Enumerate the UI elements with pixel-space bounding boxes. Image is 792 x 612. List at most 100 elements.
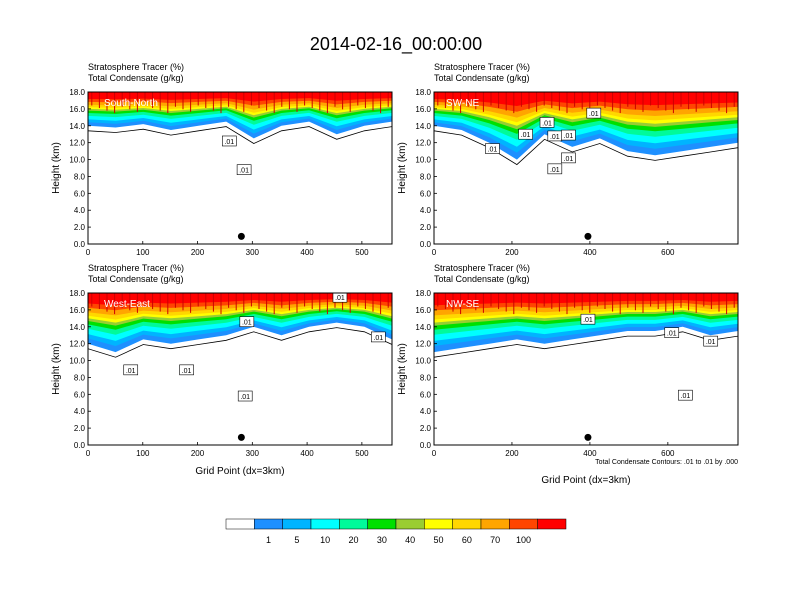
- x-tick-label: 200: [505, 248, 519, 257]
- panel-label: South-North: [104, 98, 158, 109]
- contour-value-box: [678, 389, 693, 401]
- colorbar-swatch: [395, 518, 425, 530]
- field-label: Stratosphere Tracer (%): [88, 263, 184, 273]
- y-tick-label: 14.0: [415, 122, 431, 131]
- contour-value-box: [518, 128, 533, 140]
- y-tick-label: 12.0: [69, 139, 85, 148]
- y-tick-label: 2.0: [74, 424, 86, 433]
- contour-value-box: [547, 163, 563, 175]
- x-ticks: 0 200 400 600: [432, 442, 675, 458]
- contour-label: Total Condensate (g/kg): [434, 73, 530, 83]
- panel-west-east-plot: .01 .01 .01 .01 .01 .01: [88, 293, 392, 445]
- contour-value-box: [539, 117, 555, 128]
- colorbar-level-label: 1: [266, 535, 271, 545]
- contour-value-box: [123, 364, 139, 376]
- panel-sw-ne: Stratosphere Tracer (%) Total Condensate…: [397, 62, 739, 257]
- contour-value-label: .01: [564, 156, 574, 163]
- colorbar-swatch: [254, 518, 283, 530]
- y-tick-label: 18.0: [415, 88, 431, 97]
- x-tick-label: 600: [661, 248, 675, 257]
- tracer-band: [88, 293, 392, 306]
- x-tick-label: 100: [136, 248, 150, 257]
- colorbar-level-label: 5: [294, 535, 299, 545]
- contour-value-box: [586, 107, 602, 119]
- x-tick-label: 0: [432, 248, 437, 257]
- x-tick-label: 0: [86, 248, 91, 257]
- y-tick-label: 16.0: [415, 105, 431, 114]
- colorbar-swatch: [310, 518, 340, 530]
- y-tick-label: 10.0: [415, 156, 431, 165]
- contour-value-label: .01: [681, 393, 691, 400]
- x-tick-label: 300: [246, 248, 260, 257]
- contour-value-box: [703, 335, 719, 347]
- contour-value-label: .01: [224, 139, 234, 146]
- condensate-contour: [88, 327, 392, 358]
- y-tick-label: 4.0: [420, 407, 432, 416]
- contour-value-box: [664, 327, 680, 338]
- contour-value-box: [485, 143, 500, 154]
- y-tick-label: 12.0: [415, 340, 431, 349]
- y-tick-label: 6.0: [74, 390, 86, 399]
- y-tick-label: 16.0: [415, 306, 431, 315]
- y-tick-label: 0.0: [74, 240, 86, 249]
- x-tick-label: 400: [300, 248, 314, 257]
- y-ticks: 0.0 2.0 4.0 6.0 8.0 10.0 12.0 14.0 16.0 18.0: [415, 88, 437, 249]
- field-label: Stratosphere Tracer (%): [434, 263, 530, 273]
- site-marker: [584, 232, 592, 240]
- y-axis-label: Height (km): [51, 142, 62, 194]
- y-axis-label: Height (km): [51, 343, 62, 395]
- colorbar-swatch: [537, 518, 567, 530]
- contour-value-label: .01: [126, 368, 136, 375]
- y-tick-label: 6.0: [420, 189, 432, 198]
- colorbar-swatch: [424, 518, 453, 530]
- x-tick-label: 500: [355, 248, 369, 257]
- x-tick-label: 0: [86, 449, 91, 458]
- tracer-band: [434, 92, 738, 106]
- y-tick-label: 6.0: [74, 189, 86, 198]
- contour-value-label: .01: [583, 317, 593, 324]
- y-ticks: 0.0 2.0 4.0 6.0 8.0 10.0 12.0 14.0 16.0 18.0: [69, 289, 91, 450]
- y-tick-label: 6.0: [420, 390, 432, 399]
- contour-value-label: .01: [550, 134, 560, 141]
- y-tick-label: 0.0: [420, 240, 432, 249]
- y-tick-label: 8.0: [74, 373, 86, 382]
- contour-value-label: .01: [706, 339, 716, 346]
- contour-value-label: .01: [242, 320, 252, 327]
- x-tick-label: 400: [583, 248, 597, 257]
- contour-label: Total Condensate (g/kg): [88, 73, 184, 83]
- panel-south-north: Stratosphere Tracer (%) Total Condensate…: [51, 62, 393, 257]
- colorbar-level-label: 50: [433, 535, 443, 545]
- colorbar-swatch: [367, 518, 397, 530]
- condensate-contour: [434, 331, 738, 358]
- y-tick-label: 8.0: [420, 172, 432, 181]
- y-tick-label: 2.0: [74, 223, 86, 232]
- contour-value-box: [222, 135, 237, 147]
- panel-label: NW-SE: [446, 299, 479, 310]
- field-label: Stratosphere Tracer (%): [434, 62, 530, 72]
- x-tick-label: 400: [583, 449, 597, 458]
- contour-value-label: .01: [488, 147, 498, 154]
- y-axis-label: Height (km): [397, 343, 408, 395]
- y-tick-label: 2.0: [420, 424, 432, 433]
- plot-frame: [87, 292, 393, 446]
- y-tick-label: 12.0: [69, 340, 85, 349]
- colorbar-level-label: 40: [405, 535, 415, 545]
- y-tick-label: 18.0: [415, 289, 431, 298]
- x-tick-label: 500: [355, 449, 369, 458]
- panel-nw-se: Stratosphere Tracer (%) Total Condensate…: [397, 263, 739, 486]
- y-tick-label: 16.0: [69, 105, 85, 114]
- plot-frame: [433, 292, 739, 446]
- colorbar-swatch: [282, 518, 312, 530]
- contour-value-label: .01: [239, 168, 249, 175]
- y-tick-label: 10.0: [69, 156, 85, 165]
- condensate-contour: [88, 126, 392, 144]
- contour-value-label: .01: [182, 368, 192, 375]
- contour-label: Total Condensate (g/kg): [88, 274, 184, 284]
- contour-value-box: [236, 164, 252, 175]
- colorbar-level-label: 10: [320, 535, 330, 545]
- y-tick-label: 14.0: [69, 122, 85, 131]
- site-marker: [237, 232, 245, 240]
- contour-value-label: .01: [564, 133, 574, 140]
- y-ticks: 0.0 2.0 4.0 6.0 8.0 10.0 12.0 14.0 16.0 18.0: [69, 88, 91, 249]
